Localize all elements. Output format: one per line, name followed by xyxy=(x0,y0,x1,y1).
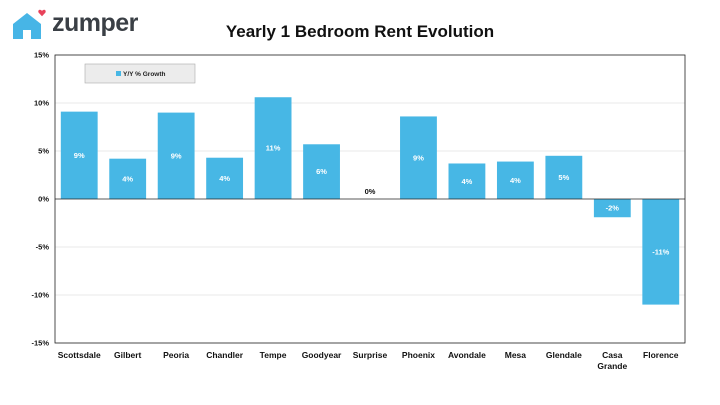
data-label: 5% xyxy=(558,173,569,182)
x-tick-label: Peoria xyxy=(163,350,189,360)
data-label: 4% xyxy=(462,177,473,186)
bar xyxy=(254,97,292,199)
data-label: 0% xyxy=(365,187,376,196)
x-tick-label: Surprise xyxy=(353,350,388,360)
legend-label: Y/Y % Growth xyxy=(123,71,166,78)
bar xyxy=(303,144,340,199)
data-label: 4% xyxy=(219,174,230,183)
bar xyxy=(642,199,680,305)
zumper-logo[interactable]: zumper xyxy=(10,8,138,42)
data-label: 9% xyxy=(413,153,424,162)
data-label: 6% xyxy=(316,167,327,176)
y-tick-label: -5% xyxy=(36,243,50,252)
x-tick-label: Scottsdale xyxy=(58,350,101,360)
house-icon xyxy=(13,9,46,39)
x-tick-label: Glendale xyxy=(546,350,582,360)
data-label: 4% xyxy=(122,174,133,183)
data-label: 9% xyxy=(74,151,85,160)
bar xyxy=(545,155,583,199)
data-label: 11% xyxy=(266,144,281,153)
bars: 9% 4% 9% 4% 11% 6% 0% 9% 4% 4% 5% -2% -11% xyxy=(60,97,680,305)
data-label: -2% xyxy=(606,204,620,213)
bar xyxy=(157,112,195,199)
y-tick-label: -15% xyxy=(31,339,49,348)
axes: 15% 10% 5% 0% -5% -10% -15% Scottsdale Gilbert Pe… xyxy=(31,51,686,371)
x-tick-label: Gilbert xyxy=(114,350,142,360)
bar xyxy=(400,116,437,199)
bar xyxy=(496,161,534,199)
x-tick-label: Tempe xyxy=(260,350,287,360)
y-tick-label: 5% xyxy=(38,147,49,156)
x-tick-label: Florence xyxy=(643,350,679,360)
y-tick-label: 15% xyxy=(34,51,49,60)
x-tick-label: Goodyear xyxy=(302,350,342,360)
bar xyxy=(60,111,98,199)
legend-box xyxy=(84,63,196,84)
x-tick-label: Casa Grande xyxy=(597,350,627,371)
y-tick-label: 10% xyxy=(34,99,49,108)
x-tick-label: Mesa xyxy=(505,350,527,360)
data-label: -11% xyxy=(652,247,669,256)
x-tick-label: Avondale xyxy=(448,350,486,360)
chart-title: Yearly 1 Bedroom Rent Evolution xyxy=(225,22,495,41)
data-label: 4% xyxy=(510,176,521,185)
legend: Y/Y % Growth xyxy=(84,63,196,84)
bar xyxy=(109,158,147,199)
bar xyxy=(593,199,631,218)
y-tick-label: 0% xyxy=(38,195,49,204)
data-label: 9% xyxy=(171,151,182,160)
bar xyxy=(206,157,244,199)
legend-swatch xyxy=(116,71,121,76)
y-tick-label: -10% xyxy=(31,291,49,300)
logo-wordmark: zumper xyxy=(52,9,138,37)
x-tick-label: Phoenix xyxy=(402,350,435,360)
heart-icon xyxy=(38,9,46,17)
bar xyxy=(448,163,486,199)
x-tick-label: Chandler xyxy=(206,350,244,360)
